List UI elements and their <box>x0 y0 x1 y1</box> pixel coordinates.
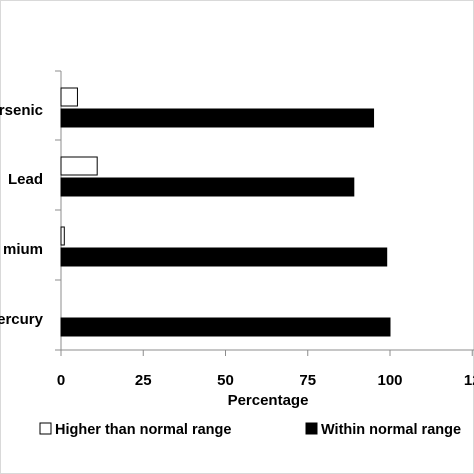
chart-axes <box>55 70 474 356</box>
bar-within-lead <box>60 177 355 197</box>
x-tick-label: 100 <box>377 372 402 389</box>
legend-label-higher: Higher than normal range <box>55 422 231 438</box>
legend-swatch-within <box>305 422 318 435</box>
category-label-lead: Lead <box>8 171 43 188</box>
x-tick-label: 75 <box>299 372 316 389</box>
bar-higher-lead <box>60 156 98 176</box>
bar-higher-cadmium <box>60 226 65 246</box>
x-tick-label: 25 <box>135 372 152 389</box>
chart-legend: Higher than normal range Within normal r… <box>39 422 461 438</box>
category-label-mercury: ercury <box>0 311 44 328</box>
legend-swatch-higher <box>39 422 52 435</box>
category-label-cadmium: mium <box>3 241 43 258</box>
bar-within-arsenic <box>60 108 375 128</box>
category-label-arsenic: rsenic <box>0 102 43 119</box>
bar-within-mercury <box>60 317 391 337</box>
x-tick-label: 0 <box>57 372 65 389</box>
x-tick-label: 12 <box>464 372 474 389</box>
legend-label-within: Within normal range <box>321 422 461 438</box>
bar-within-cadmium <box>60 247 388 267</box>
x-axis-label: Percentage <box>228 392 309 409</box>
bar-higher-arsenic <box>60 87 78 107</box>
x-tick-label: 50 <box>217 372 234 389</box>
x-tick-labels: 0 25 50 75 100 12 <box>57 372 474 389</box>
chart-bars <box>60 87 391 337</box>
category-labels: rsenic Lead mium ercury <box>0 102 44 328</box>
